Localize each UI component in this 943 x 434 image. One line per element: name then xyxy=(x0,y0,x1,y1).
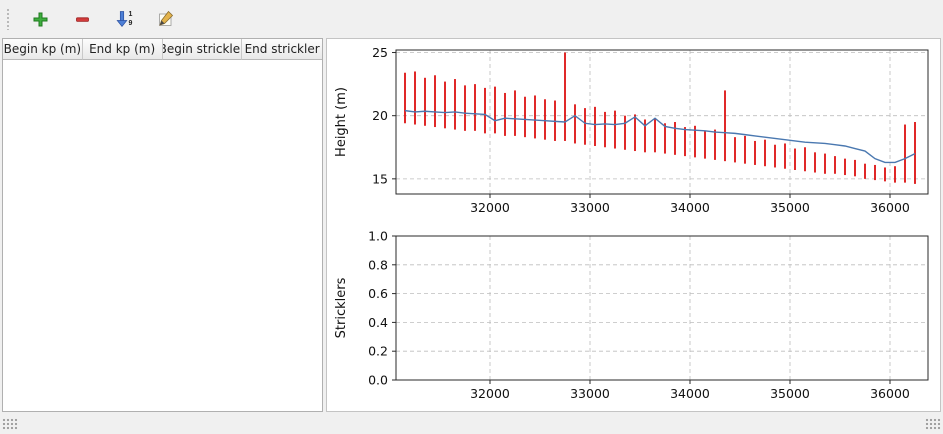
svg-text:0.6: 0.6 xyxy=(368,286,388,301)
resize-grip-right[interactable] xyxy=(925,418,941,430)
svg-text:36000: 36000 xyxy=(870,386,910,401)
column-header-begin-kp[interactable]: Begin kp (m) xyxy=(3,39,83,60)
sort-numeric-down-icon: 1 9 xyxy=(116,10,133,28)
svg-text:32000: 32000 xyxy=(470,386,510,401)
toolbar: 1 9 xyxy=(0,0,943,38)
remove-row-button[interactable] xyxy=(68,5,96,33)
pencil-icon xyxy=(159,10,174,26)
svg-text:1.0: 1.0 xyxy=(368,228,388,243)
column-header-end-strickler[interactable]: End strickler xyxy=(242,39,322,60)
plus-icon xyxy=(33,12,47,26)
svg-text:0.0: 0.0 xyxy=(368,372,388,387)
minus-icon xyxy=(75,16,89,22)
column-header-end-kp[interactable]: End kp (m) xyxy=(82,39,163,60)
charts-panel: 32000 33000 34000 35000 36000 15 20 25 Height (m… xyxy=(326,38,941,412)
add-row-button[interactable] xyxy=(26,5,54,33)
height-chart: 32000 33000 34000 35000 36000 15 20 25 Height (m… xyxy=(334,45,929,215)
stricklers-chart: 32000 33000 34000 35000 36000 0.0 0.2 0.4 0.6 0.8… xyxy=(334,228,929,401)
main-area: Begin kp (m) End kp (m) Begin strickler … xyxy=(0,38,943,412)
svg-text:15: 15 xyxy=(372,172,388,187)
svg-text:33000: 33000 xyxy=(570,200,610,215)
svg-text:34000: 34000 xyxy=(670,386,710,401)
svg-text:25: 25 xyxy=(372,45,388,60)
sort-digit-nine: 9 xyxy=(128,19,133,27)
resize-grip-left xyxy=(2,418,18,430)
table-body[interactable] xyxy=(3,60,322,411)
svg-text:Stricklers: Stricklers xyxy=(334,277,349,338)
sort-digits: 1 9 xyxy=(129,11,133,28)
svg-text:20: 20 xyxy=(372,109,388,124)
svg-text:34000: 34000 xyxy=(670,200,710,215)
sort-digit-one: 1 xyxy=(128,10,133,18)
svg-text:36000: 36000 xyxy=(870,200,910,215)
svg-text:0.8: 0.8 xyxy=(368,257,388,272)
svg-text:0.4: 0.4 xyxy=(368,315,388,330)
edit-button[interactable] xyxy=(152,5,180,33)
svg-text:33000: 33000 xyxy=(570,386,610,401)
svg-text:0.2: 0.2 xyxy=(368,343,388,358)
svg-text:32000: 32000 xyxy=(470,200,510,215)
table-header-row: Begin kp (m) End kp (m) Begin strickler … xyxy=(3,39,322,60)
status-bar xyxy=(0,412,943,434)
svg-text:35000: 35000 xyxy=(770,386,810,401)
svg-text:35000: 35000 xyxy=(770,200,810,215)
sort-button[interactable]: 1 9 xyxy=(110,5,138,33)
svg-text:Height (m): Height (m) xyxy=(334,87,349,157)
toolbar-drag-handle[interactable] xyxy=(6,8,10,30)
stricklers-table: Begin kp (m) End kp (m) Begin strickler … xyxy=(2,38,323,412)
column-header-begin-strickler[interactable]: Begin strickler xyxy=(162,39,243,60)
